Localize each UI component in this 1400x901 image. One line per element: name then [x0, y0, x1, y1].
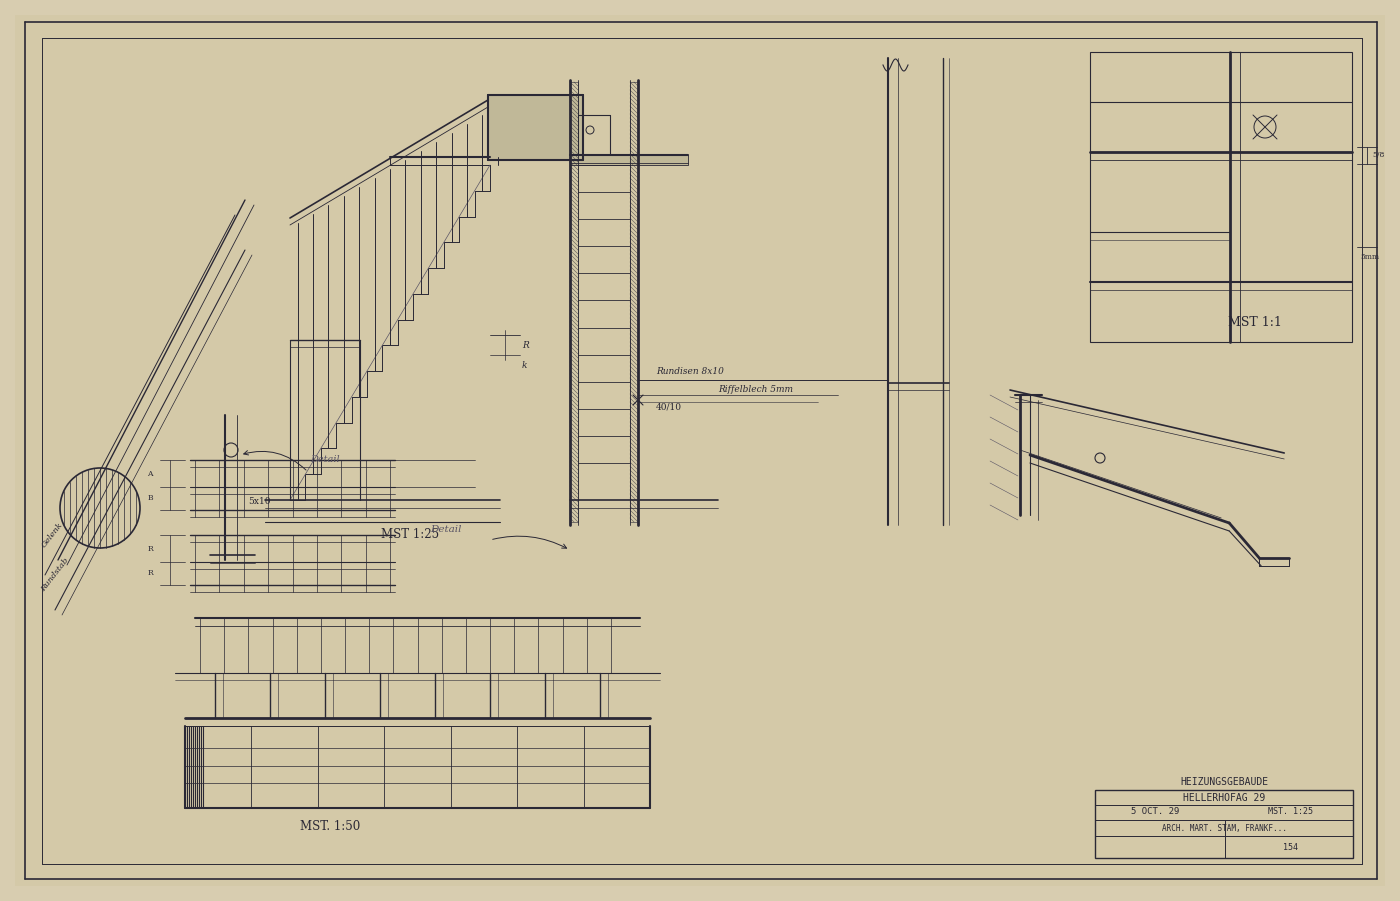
Bar	[1091, 52, 1352, 342]
Text: MST. 1:25: MST. 1:25	[1267, 807, 1313, 816]
Text: B: B	[147, 494, 153, 502]
Text: 154: 154	[1282, 842, 1298, 851]
Text: 5 OCT. 29: 5 OCT. 29	[1131, 807, 1179, 816]
Text: 40/10: 40/10	[657, 403, 682, 412]
FancyArrowPatch shape	[244, 450, 307, 470]
Bar	[489, 95, 582, 160]
Bar	[578, 115, 610, 155]
Text: Gelenk: Gelenk	[39, 521, 64, 550]
Text: R: R	[147, 545, 153, 553]
Bar	[570, 82, 578, 522]
Text: HEIZUNGSGEBAUDE: HEIZUNGSGEBAUDE	[1180, 777, 1268, 787]
Text: HELLERHOFAG 29: HELLERHOFAG 29	[1183, 793, 1266, 803]
Text: Rundisen 8x10: Rundisen 8x10	[657, 368, 724, 377]
Text: MST 1:25: MST 1:25	[381, 529, 440, 542]
Text: Detail: Detail	[430, 525, 462, 534]
Text: Detail: Detail	[309, 456, 340, 465]
Text: k: k	[522, 360, 528, 369]
Bar	[630, 82, 638, 522]
FancyArrowPatch shape	[493, 536, 567, 548]
Bar	[570, 155, 687, 165]
Text: 5/8: 5/8	[1372, 151, 1385, 159]
Text: 5mm: 5mm	[1359, 253, 1379, 261]
Text: ARCH. MART. STAM, FRANKF...: ARCH. MART. STAM, FRANKF...	[1162, 824, 1287, 833]
Text: A: A	[147, 470, 153, 478]
Text: Rundstab: Rundstab	[39, 557, 70, 594]
Text: 5x10: 5x10	[248, 497, 270, 506]
Text: R: R	[522, 341, 529, 350]
Text: MST. 1:50: MST. 1:50	[300, 820, 360, 833]
Text: Riffelblech 5mm: Riffelblech 5mm	[718, 386, 792, 395]
Text: R: R	[147, 569, 153, 577]
Text: MST 1:1: MST 1:1	[1228, 315, 1282, 329]
Bar	[1095, 790, 1352, 858]
